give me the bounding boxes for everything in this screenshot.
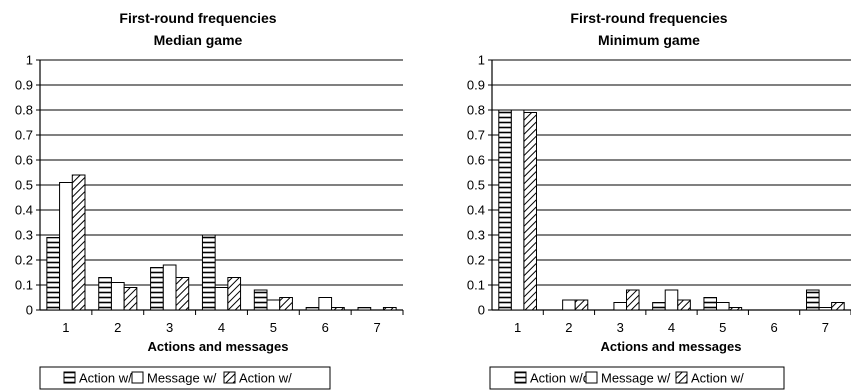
y-tick-label: 0.1 [15, 278, 33, 293]
bar [214, 287, 229, 311]
bar [818, 307, 833, 311]
legend-label: Action w/o [79, 371, 139, 386]
bar [123, 287, 138, 311]
bar [266, 299, 281, 311]
y-tick-label: 0.4 [15, 203, 33, 218]
x-tick-label: 2 [114, 320, 121, 335]
bar [562, 299, 576, 311]
legend-label: Action w/ [239, 371, 292, 386]
bar [523, 112, 537, 311]
bar [318, 297, 333, 311]
legend-swatch [131, 371, 144, 384]
x-tick-label: 4 [668, 320, 675, 335]
y-tick-label: 0.5 [15, 178, 33, 193]
x-tick-label: 5 [270, 320, 277, 335]
y-tick-label: 0.3 [15, 228, 33, 243]
y-tick-label: 0.2 [15, 253, 33, 268]
x-axis-label: Actions and messages [148, 339, 289, 354]
x-tick-label: 7 [373, 320, 380, 335]
bar [613, 302, 627, 311]
x-tick-label: 1 [62, 320, 69, 335]
bar [716, 302, 730, 311]
legend-label: Action w/o [530, 371, 590, 386]
chart-median-game: 0 0.1 0.2 0.3 0.4 0.5 0.6 0.7 0.8 0.9 1 1 2 3 4 5 6 7 Acti… [15, 53, 404, 390]
x-tick-label: 6 [322, 320, 329, 335]
bar [357, 307, 372, 311]
legend-label: Message w/ [147, 371, 217, 386]
bar [305, 307, 320, 311]
x-tick-label: 3 [166, 320, 173, 335]
bar [201, 234, 216, 311]
y-tick-label: 0.2 [467, 253, 485, 268]
y-tick-label: 0.3 [467, 228, 485, 243]
bar [574, 299, 589, 311]
x-tick-label: 3 [617, 320, 624, 335]
chart-title: First-round frequencies [119, 10, 276, 26]
x-tick-label: 2 [565, 320, 572, 335]
bar [382, 307, 397, 311]
y-tick-label: 0.8 [15, 103, 33, 118]
y-tick-label: 1 [26, 53, 33, 68]
legend-label: Message w/ [601, 371, 671, 386]
chart-title: First-round frequencies [570, 10, 727, 26]
bar [664, 289, 679, 311]
x-axis-label: Actions and messages [601, 339, 742, 354]
x-tick-label: 5 [719, 320, 726, 335]
y-tick-label: 0.1 [467, 278, 485, 293]
bar [677, 299, 691, 311]
y-tick-label: 0.5 [467, 178, 485, 193]
bar [175, 277, 190, 311]
bar [279, 297, 293, 311]
bar [728, 307, 743, 311]
x-tick-label: 7 [822, 320, 829, 335]
bar [510, 109, 525, 311]
bar [59, 182, 73, 311]
legend-label: Action w/ [691, 371, 744, 386]
legend-swatch [514, 371, 527, 384]
bar [625, 289, 640, 311]
bar [652, 302, 666, 311]
bar [150, 267, 164, 311]
bar [703, 297, 718, 311]
bar [498, 109, 512, 311]
y-tick-label: 0.8 [467, 103, 485, 118]
chart-minimum-game: 0 0.1 0.2 0.3 0.4 0.5 0.6 0.7 0.8 0.9 1 1 2 3 4 5 6 7 Acti… [467, 53, 851, 390]
x-tick-label: 1 [514, 320, 521, 335]
x-tick-label: 6 [770, 320, 777, 335]
y-tick-label: 1 [478, 53, 485, 68]
legend-box [39, 366, 331, 390]
y-tick-label: 0.4 [467, 203, 485, 218]
chart-subtitle: Minimum game [598, 32, 700, 48]
bar [46, 237, 61, 311]
y-tick-label: 0 [26, 303, 33, 318]
legend-swatch [585, 371, 598, 384]
bar [806, 289, 820, 311]
bar [227, 277, 242, 311]
bar [71, 174, 86, 311]
bar [98, 277, 112, 311]
bar [331, 307, 345, 311]
y-tick-label: 0.7 [15, 128, 33, 143]
y-tick-label: 0.9 [15, 78, 33, 93]
chart-subtitle: Median game [154, 32, 243, 48]
y-tick-label: 0.9 [467, 78, 485, 93]
bar [253, 289, 268, 311]
bar [110, 282, 125, 311]
legend-swatch [223, 371, 236, 384]
bar [162, 264, 177, 311]
y-tick-label: 0.6 [15, 153, 33, 168]
y-tick-label: 0.6 [467, 153, 485, 168]
legend-swatch [63, 371, 76, 384]
x-tick-label: 4 [218, 320, 225, 335]
legend-swatch [675, 371, 688, 384]
bar [831, 302, 845, 311]
y-tick-label: 0 [478, 303, 485, 318]
legend-box [489, 366, 785, 390]
y-tick-label: 0.7 [467, 128, 485, 143]
